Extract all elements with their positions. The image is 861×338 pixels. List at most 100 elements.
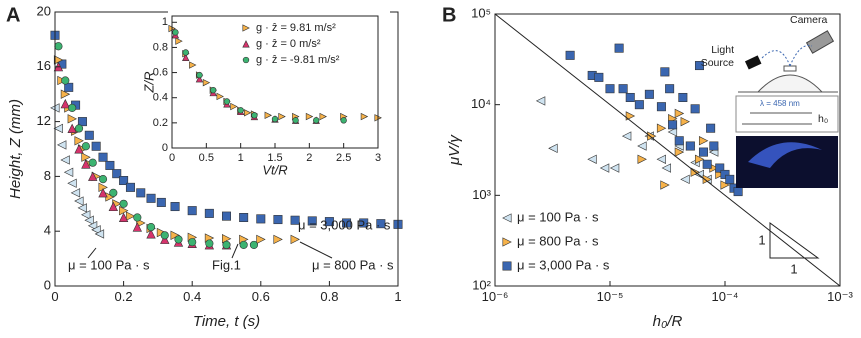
- marker: [109, 188, 118, 197]
- marker: [256, 214, 266, 224]
- x-tick-label: 1.5: [267, 152, 282, 164]
- droplet: [756, 74, 824, 93]
- y-tick-label: 0.2: [153, 117, 168, 129]
- marker: [64, 82, 74, 92]
- marker: [60, 155, 70, 165]
- x-tick-label: 0.2: [115, 289, 133, 304]
- marker: [706, 123, 716, 133]
- marker: [668, 120, 678, 130]
- marker: [674, 147, 685, 157]
- x-axis-title: Vt/R: [262, 162, 287, 177]
- marker: [105, 160, 115, 170]
- marker: [146, 193, 156, 203]
- legend-label: μ = 800 Pa · s: [517, 233, 599, 248]
- marker: [360, 112, 369, 121]
- y-tick-label: 10⁴: [471, 96, 491, 111]
- diagram-label: Source: [701, 57, 734, 69]
- marker: [196, 71, 203, 79]
- marker: [665, 84, 675, 94]
- marker: [98, 187, 108, 198]
- marker: [67, 114, 78, 124]
- marker: [172, 29, 179, 36]
- y-tick-label: 8: [44, 168, 51, 183]
- annotation-leader: [231, 243, 239, 259]
- marker: [680, 174, 690, 185]
- legend-marker: [242, 56, 250, 64]
- lens: [783, 65, 797, 72]
- x-axis-title: Time, t (s): [193, 313, 260, 330]
- legend-label: g · ẑ = -9.81 m/s²: [256, 54, 340, 66]
- marker: [244, 109, 252, 117]
- marker: [223, 98, 231, 105]
- marker: [342, 218, 352, 228]
- y-tick-label: 10²: [472, 277, 491, 292]
- x-tick-label: 0: [169, 152, 175, 164]
- marker: [195, 74, 204, 83]
- marker: [264, 111, 273, 119]
- marker: [77, 203, 87, 213]
- marker: [644, 89, 654, 99]
- marker: [625, 111, 636, 121]
- legend-marker: [242, 24, 250, 32]
- x-tick-label: 2: [306, 152, 312, 164]
- marker: [605, 84, 615, 94]
- marker: [674, 108, 685, 119]
- marker: [637, 141, 647, 151]
- marker: [56, 140, 67, 150]
- marker: [84, 130, 94, 140]
- marker: [290, 234, 300, 245]
- x-tick-label: 2.5: [336, 152, 351, 164]
- marker: [68, 103, 77, 112]
- inset-background: [168, 10, 390, 180]
- marker: [91, 141, 101, 151]
- marker: [222, 240, 231, 249]
- marker: [565, 50, 575, 60]
- annotation: μ = 800 Pa · s: [312, 257, 394, 272]
- y-tick-label: 1: [162, 16, 168, 28]
- marker: [156, 197, 166, 207]
- marker: [239, 240, 248, 249]
- panel-b: 10⁻⁶ 10⁻⁵ 10⁻⁴ 10⁻³ 10² 10³ 10⁴ 10⁵ h₀/R μV/γ μ = …: [446, 5, 854, 330]
- marker: [656, 123, 667, 133]
- marker: [202, 78, 211, 87]
- marker: [535, 96, 546, 106]
- marker: [256, 234, 266, 245]
- marker: [132, 222, 143, 232]
- marker: [182, 49, 189, 56]
- legend-marker: [502, 261, 512, 271]
- y-tick-label: 0.8: [153, 41, 168, 53]
- y-axis-title: Height, Z (mm): [7, 99, 24, 199]
- marker: [125, 182, 135, 192]
- x-tick-label: 0.5: [199, 152, 214, 164]
- x-tick-label: 1: [394, 289, 401, 304]
- marker: [205, 239, 214, 248]
- marker: [74, 196, 84, 206]
- marker: [119, 176, 129, 186]
- marker: [698, 136, 709, 146]
- marker: [376, 219, 386, 229]
- legend-label: g · ẑ = 9.81 m/s²: [256, 22, 336, 34]
- marker: [660, 67, 670, 77]
- marker: [661, 163, 672, 173]
- y-tick-label: 10⁵: [471, 5, 491, 20]
- marker: [271, 115, 279, 123]
- marker: [273, 215, 283, 225]
- plot-frame: [494, 13, 841, 287]
- marker: [594, 72, 604, 82]
- marker: [609, 163, 620, 173]
- marker: [175, 37, 183, 45]
- y-tick-label: 0: [44, 277, 51, 292]
- setup-diagram: Light Source Camera λ = 458 nm h₀: [701, 14, 839, 188]
- marker: [313, 117, 320, 124]
- marker: [187, 206, 197, 216]
- marker: [599, 163, 610, 173]
- marker: [81, 142, 90, 151]
- marker: [725, 174, 735, 184]
- marker: [81, 159, 91, 169]
- marker: [133, 213, 142, 222]
- marker: [54, 42, 63, 51]
- x-tick-label: 0.6: [252, 289, 270, 304]
- marker: [230, 102, 238, 111]
- marker: [60, 89, 71, 99]
